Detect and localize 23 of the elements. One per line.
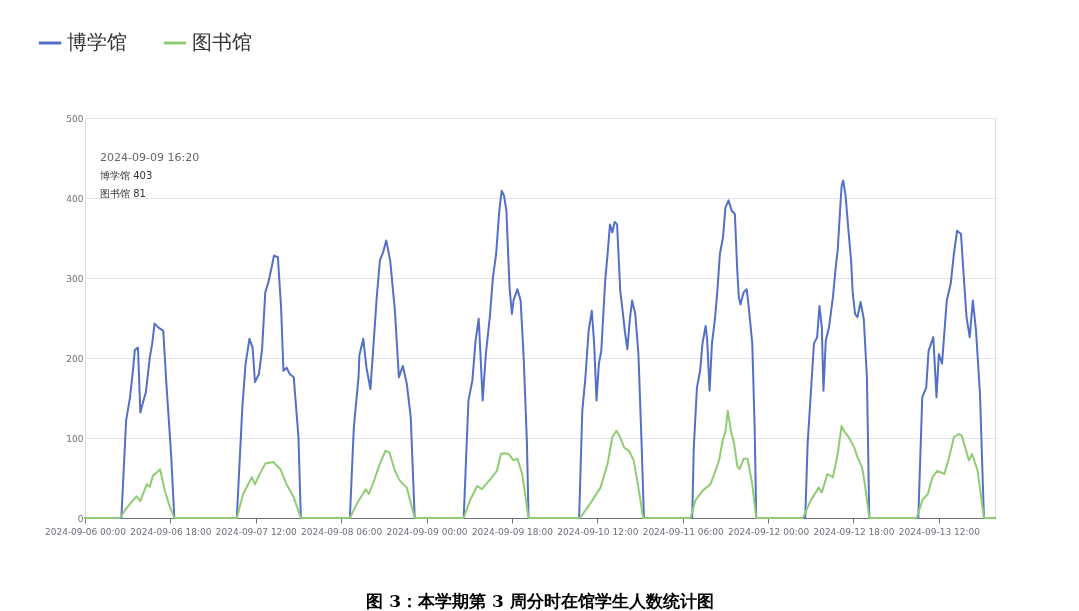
y-tick-label: 500 xyxy=(66,113,84,124)
y-tick-label: 200 xyxy=(66,353,84,364)
legend-label: 博学馆 xyxy=(67,30,127,54)
x-tick-label: 2024-09-12 18:00 xyxy=(813,526,895,537)
annotation: 2024-09-09 16:20 xyxy=(100,151,200,164)
x-tick-label: 2024-09-09 18:00 xyxy=(471,526,554,537)
text: 图 3：本学期第 3 周分时在馆学生人数统计图 xyxy=(366,591,714,611)
x-tick-label: 2024-09-10 12:00 xyxy=(557,526,639,537)
x-tick-label: 2024-09-11 06:00 xyxy=(642,526,725,537)
x-tick-label: 2024-09-12 00:00 xyxy=(728,526,810,537)
x-tick-label: 2024-09-13 12:00 xyxy=(898,526,981,537)
x-tick-label: 2024-09-07 12:00 xyxy=(215,526,298,537)
y-tick-label: 400 xyxy=(66,193,84,204)
x-tick-label: 2024-09-08 06:00 xyxy=(301,526,383,537)
annotation: 图书馆 81 xyxy=(100,188,146,199)
y-tick-label: 100 xyxy=(66,433,84,444)
legend-label: 图书馆 xyxy=(192,30,252,54)
x-tick-label: 2024-09-06 18:00 xyxy=(130,526,212,537)
x-tick-label: 2024-09-09 00:00 xyxy=(386,526,468,537)
y-tick-label: 0 xyxy=(77,513,84,524)
x-tick-label: 2024-09-06 00:00 xyxy=(44,526,127,537)
y-tick-label: 300 xyxy=(66,273,84,284)
annotation: 博学馆 403 xyxy=(100,170,153,181)
